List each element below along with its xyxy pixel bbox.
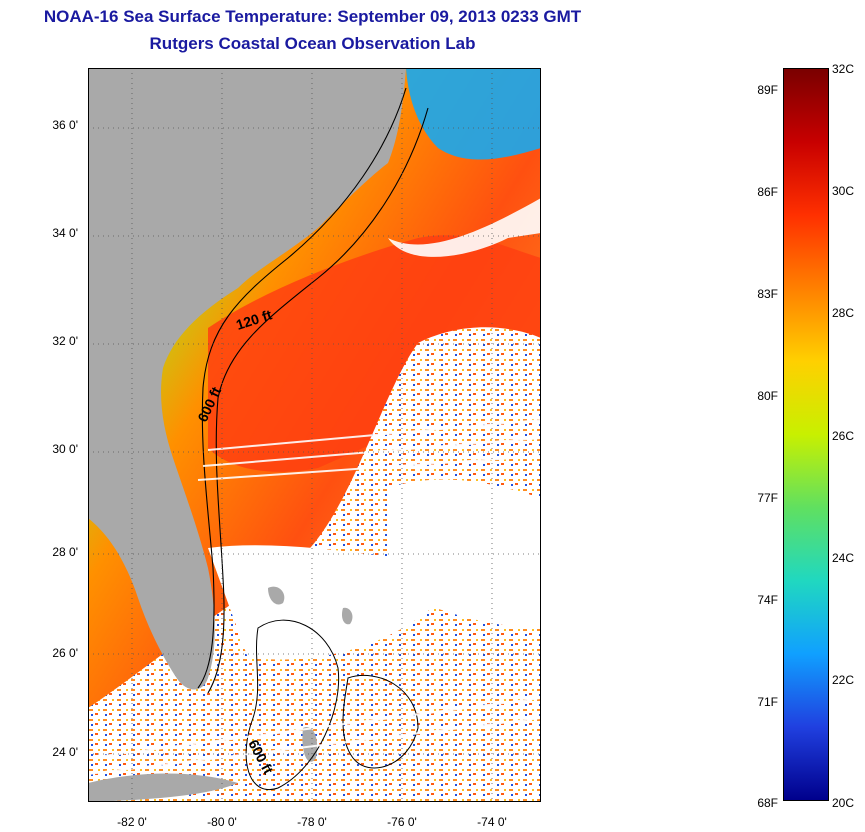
cloud-mask <box>208 545 468 660</box>
y-tick-label: 28 0' <box>52 545 78 559</box>
colorbar-label-c: 28C <box>832 306 855 320</box>
island <box>302 727 318 762</box>
colorbar-label-c: 20C <box>832 796 855 810</box>
cool-water-region <box>406 68 541 160</box>
colorbar-label-c: 26C <box>832 429 855 443</box>
colorbar-label-f: 80F <box>757 389 778 403</box>
land-mass <box>88 68 406 690</box>
graticule <box>88 68 541 802</box>
map-subtitle: Rutgers Coastal Ocean Observation Lab <box>149 34 476 53</box>
colorbar-label-c: 22C <box>832 673 855 687</box>
colorbar-label-f: 86F <box>757 185 778 199</box>
x-tick-label: -82 0' <box>117 815 147 829</box>
island <box>341 607 353 625</box>
y-tick-label: 36 0' <box>52 118 78 132</box>
y-tick-label: 24 0' <box>52 745 78 759</box>
contour-600ft <box>207 107 429 694</box>
x-tick-label: -80 0' <box>207 815 237 829</box>
contour-bahamas <box>245 619 340 791</box>
y-tick-label: 32 0' <box>52 334 78 348</box>
y-tick-label: 26 0' <box>52 646 78 660</box>
colorbar-label-f: 68F <box>757 796 778 810</box>
land-mass <box>88 773 238 802</box>
scan-streaks <box>88 419 541 775</box>
cloud-mask <box>388 198 541 257</box>
sst-map: 120 ft 600 ft 600 ft <box>88 68 541 802</box>
x-tick-label: -78 0' <box>297 815 327 829</box>
map-frame <box>88 68 541 802</box>
island <box>268 586 285 605</box>
x-tick-label: -74 0' <box>477 815 507 829</box>
y-tick-label: 34 0' <box>52 226 78 240</box>
colorbar-label-f: 71F <box>757 695 778 709</box>
map-title: NOAA-16 Sea Surface Temperature: Septemb… <box>43 7 582 26</box>
colorbar-label-c: 32C <box>832 62 855 76</box>
colorbar-label-f: 74F <box>757 593 778 607</box>
color-bar <box>783 68 829 801</box>
colorbar-label-c: 30C <box>832 184 855 198</box>
contour-120ft <box>197 87 407 689</box>
y-tick-label: 30 0' <box>52 442 78 456</box>
colorbar-label-f: 83F <box>757 287 778 301</box>
colorbar-label-f: 89F <box>757 83 778 97</box>
colorbar-label-f: 77F <box>757 491 778 505</box>
colorbar-label-c: 24C <box>832 551 855 565</box>
x-tick-label: -76 0' <box>387 815 417 829</box>
warm-water-region <box>208 235 541 472</box>
